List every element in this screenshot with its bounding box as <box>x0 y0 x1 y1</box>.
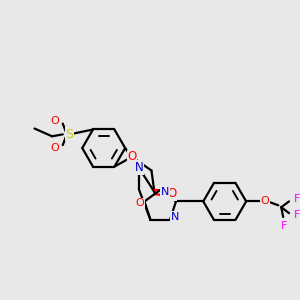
Text: F: F <box>281 221 287 231</box>
Text: O: O <box>51 143 59 153</box>
Text: O: O <box>260 196 269 206</box>
Text: N: N <box>171 212 179 222</box>
Text: N: N <box>134 161 143 174</box>
Text: O: O <box>127 150 136 164</box>
Text: F: F <box>294 194 300 205</box>
Text: O: O <box>135 198 144 208</box>
Text: O: O <box>51 116 59 126</box>
Text: O: O <box>167 188 176 200</box>
Text: S: S <box>66 128 74 141</box>
Text: F: F <box>294 210 300 220</box>
Text: N: N <box>161 187 169 197</box>
